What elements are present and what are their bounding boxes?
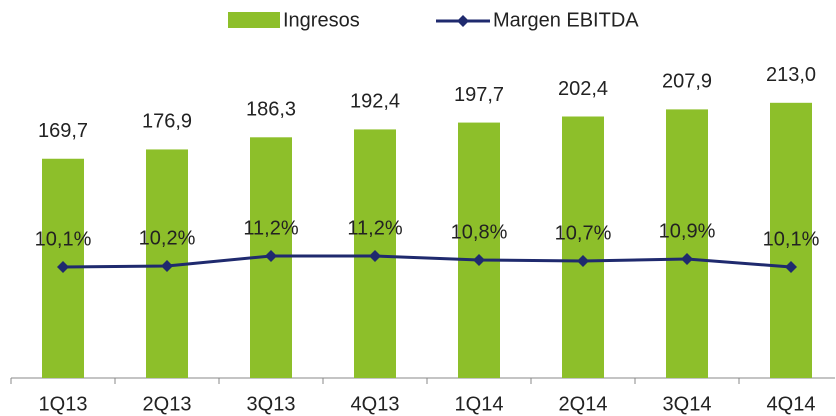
x-tick-label: 3Q13 xyxy=(247,393,296,415)
line-value-label: 11,2% xyxy=(347,217,402,239)
bar xyxy=(562,116,604,378)
line-value-label: 10,9% xyxy=(659,220,716,242)
legend-marker xyxy=(457,15,469,27)
bar-value-label: 186,3 xyxy=(246,99,296,121)
legend-label: Ingresos xyxy=(283,9,360,31)
bar-value-label: 176,9 xyxy=(142,111,192,133)
line-marker xyxy=(473,254,485,266)
bar-value-label: 207,9 xyxy=(662,71,712,93)
legend-swatch xyxy=(228,12,280,28)
line-marker xyxy=(577,255,589,267)
x-tick-label: 4Q14 xyxy=(767,393,816,415)
line-marker xyxy=(161,260,173,272)
line-marker xyxy=(785,261,797,273)
line-marker xyxy=(265,250,277,262)
line xyxy=(62,254,792,269)
bar-value-label: 213,0 xyxy=(766,64,816,86)
line-value-label: 10,7% xyxy=(555,222,612,244)
line-marker xyxy=(57,261,69,273)
line-marker xyxy=(681,253,693,265)
bar-value-label: 169,7 xyxy=(38,120,88,142)
line-value-label: 10,1% xyxy=(35,228,92,250)
line-marker xyxy=(369,250,381,262)
x-tick-label: 2Q13 xyxy=(143,393,192,415)
line-value-label: 10,8% xyxy=(451,221,508,243)
legend-label: Margen EBITDA xyxy=(493,9,639,31)
line-value-label: 10,1% xyxy=(763,228,820,250)
line-value-label: 11,2% xyxy=(243,217,298,239)
x-tick-label: 4Q13 xyxy=(351,393,400,415)
bar xyxy=(458,122,500,379)
x-tick-label: 1Q14 xyxy=(455,393,504,415)
x-tick-label: 1Q13 xyxy=(39,393,88,415)
bar-value-label: 192,4 xyxy=(350,91,400,113)
bar xyxy=(666,109,708,379)
bar-value-label: 197,7 xyxy=(454,84,504,106)
line-value-label: 10,2% xyxy=(139,227,196,249)
bar-value-label: 202,4 xyxy=(558,78,608,100)
x-tick-label: 3Q14 xyxy=(663,393,712,415)
x-tick-label: 2Q14 xyxy=(559,393,608,415)
bar xyxy=(770,102,812,378)
